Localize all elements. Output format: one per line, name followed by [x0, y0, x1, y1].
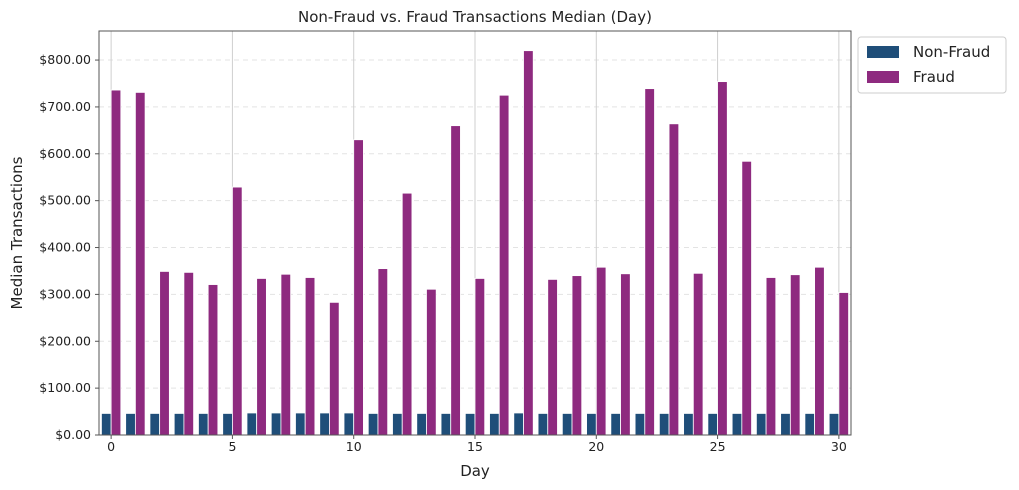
y-tick-label: $100.00 — [39, 380, 91, 395]
x-tick-label: 25 — [710, 439, 726, 454]
bar-fraud-25 — [717, 81, 728, 436]
bar-fraud-9 — [329, 301, 340, 436]
bar-fraud-29 — [814, 266, 825, 436]
bar-fraud-12 — [401, 192, 413, 436]
bar-non-fraud-0 — [101, 413, 112, 436]
bar-fraud-1 — [134, 92, 146, 436]
bar-fraud-13 — [426, 288, 437, 436]
bar-fraud-11 — [377, 268, 389, 436]
x-tick-label: 20 — [588, 439, 604, 454]
y-tick-label: $400.00 — [39, 240, 91, 255]
bar-fraud-17 — [523, 50, 534, 436]
bar-non-fraud-29 — [804, 413, 816, 436]
legend: Non-Fraud Fraud — [857, 36, 1007, 94]
bar-non-fraud-25 — [707, 413, 718, 436]
y-axis: $0.00 $100.00 $200.00 $300.00 $400.00 $500.00… — [39, 52, 99, 442]
bar-non-fraud-9 — [319, 412, 330, 436]
bar-fraud-22 — [644, 88, 655, 436]
bar-non-fraud-13 — [416, 413, 427, 436]
bar-non-fraud-5 — [222, 413, 233, 436]
bar-fraud-7 — [280, 273, 292, 436]
bar-non-fraud-3 — [173, 413, 185, 436]
bar-fraud-23 — [668, 123, 680, 436]
bar-non-fraud-1 — [125, 413, 136, 436]
bar-fraud-14 — [450, 125, 461, 436]
x-axis-title: Day — [460, 462, 490, 480]
bar-non-fraud-15 — [464, 413, 476, 436]
y-tick-label: $200.00 — [39, 333, 91, 348]
y-tick-label: $300.00 — [39, 286, 91, 301]
bar-non-fraud-2 — [149, 413, 161, 436]
legend-label-non-fraud: Non-Fraud — [913, 43, 990, 61]
y-tick-label: $600.00 — [39, 146, 91, 161]
x-tick-label: 30 — [831, 439, 847, 454]
bar-non-fraud-24 — [683, 413, 694, 436]
bar-non-fraud-18 — [537, 413, 549, 436]
bar-fraud-3 — [183, 271, 194, 436]
bar-fraud-15 — [474, 278, 486, 436]
bar-fraud-21 — [620, 273, 631, 436]
bar-fraud-19 — [571, 275, 583, 436]
bar-fraud-27 — [765, 277, 777, 436]
bar-fraud-5 — [232, 186, 243, 436]
bar-non-fraud-16 — [489, 413, 500, 436]
bar-non-fraud-11 — [367, 413, 379, 436]
bar-fraud-30 — [838, 292, 849, 436]
bar-non-fraud-14 — [440, 413, 452, 436]
y-tick-label: $500.00 — [39, 193, 91, 208]
y-axis-title: Median Transactions — [8, 156, 26, 309]
bar-non-fraud-20 — [586, 413, 597, 436]
x-tick-label: 10 — [346, 439, 362, 454]
bar-fraud-8 — [304, 277, 316, 436]
bar-non-fraud-21 — [610, 413, 621, 436]
bar-fraud-0 — [110, 89, 122, 436]
bar-non-fraud-4 — [198, 413, 209, 436]
bar-fraud-2 — [159, 271, 170, 436]
bar-fraud-24 — [692, 272, 704, 436]
bar-non-fraud-28 — [780, 413, 791, 436]
bar-fraud-10 — [353, 139, 364, 436]
bar-fraud-18 — [547, 278, 558, 436]
legend-swatch-non-fraud — [867, 46, 899, 58]
bar-non-fraud-26 — [731, 413, 743, 436]
bar-non-fraud-30 — [828, 413, 840, 436]
bar-non-fraud-12 — [392, 413, 403, 436]
bar-fraud-28 — [789, 274, 801, 436]
chart-title: Non-Fraud vs. Fraud Transactions Median … — [298, 8, 652, 26]
x-tick-label: 5 — [228, 439, 236, 454]
bar-fraud-26 — [741, 160, 752, 436]
legend-label-fraud: Fraud — [913, 68, 955, 86]
y-tick-label: $0.00 — [55, 427, 91, 442]
bar-non-fraud-10 — [343, 412, 355, 436]
bar-fraud-16 — [498, 94, 510, 436]
y-tick-label: $800.00 — [39, 52, 91, 67]
x-tick-label: 0 — [107, 439, 115, 454]
bar-non-fraud-6 — [246, 412, 258, 436]
x-axis: 0 5 10 15 20 25 30 — [107, 435, 847, 454]
bar-non-fraud-17 — [513, 412, 524, 436]
x-tick-label: 15 — [467, 439, 483, 454]
y-tick-label: $700.00 — [39, 99, 91, 114]
bar-non-fraud-27 — [755, 413, 767, 436]
bar-non-fraud-23 — [658, 413, 670, 436]
bar-fraud-20 — [595, 266, 607, 436]
bar-non-fraud-22 — [634, 413, 646, 436]
bar-non-fraud-7 — [270, 412, 282, 436]
bar-fraud-6 — [256, 278, 267, 436]
bars — [101, 50, 849, 436]
bar-fraud-4 — [207, 284, 219, 436]
bar-non-fraud-8 — [295, 412, 306, 436]
legend-swatch-fraud — [867, 71, 899, 83]
bar-non-fraud-19 — [561, 413, 573, 436]
